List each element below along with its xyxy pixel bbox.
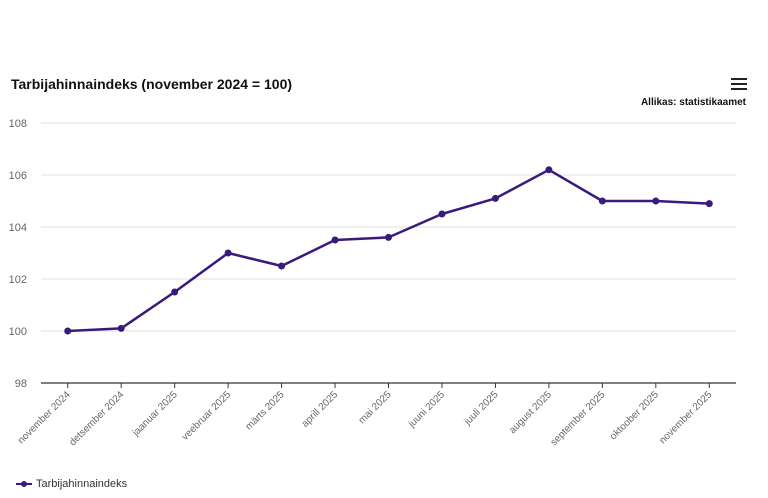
data-point[interactable] [385,233,392,241]
y-tick-label: 98 [15,378,27,390]
y-axis-ticks: 98 100 102 104 106 108 [9,118,27,390]
data-point[interactable] [224,249,232,257]
x-tick-label: aprill 2025 [300,389,341,430]
x-tick-label: märts 2025 [244,389,287,432]
x-tick-label: veebruar 2025 [180,389,234,443]
data-point[interactable] [705,200,713,208]
data-point[interactable] [64,327,72,335]
data-point[interactable] [438,210,446,218]
x-tick-label: november 2024 [16,389,73,446]
legend-label: Tarbijahinnaindeks [36,478,128,490]
data-point[interactable] [545,166,553,174]
y-tick-label: 102 [9,274,27,286]
x-tick-label: juuli 2025 [462,389,501,428]
x-tick-label: mai 2025 [357,389,394,426]
y-tick-label: 108 [9,118,27,130]
x-tick-label: november 2025 [657,389,714,446]
x-tick-label: detsember 2024 [67,389,126,448]
source-credit: Allikas: statistikaamet [640,97,746,108]
x-tick-label: oktoober 2025 [608,389,661,442]
hamburger-menu-icon[interactable] [731,78,747,92]
data-point[interactable] [117,324,125,332]
data-point[interactable] [331,236,339,244]
y-tick-label: 100 [9,326,27,338]
y-tick-label: 106 [9,170,27,182]
data-point[interactable] [491,194,499,202]
gridlines [41,122,736,384]
x-tick-label: juuni 2025 [406,389,447,430]
x-tick-label: september 2025 [549,389,608,448]
data-point[interactable] [278,262,286,270]
x-tick-label: august 2025 [507,389,554,436]
series-line-tarbijahinnaindeks [67,168,710,333]
chart-title: Tarbijahinnaindeks (november 2024 = 100) [11,76,293,92]
data-point[interactable] [652,197,660,205]
legend-line-marker-icon [16,479,32,489]
legend-item-tarbijahinnaindeks[interactable]: Tarbijahinnaindeks [16,478,127,490]
data-point[interactable] [598,197,606,205]
data-point[interactable] [171,288,179,296]
series-points [64,166,713,335]
y-tick-label: 104 [9,222,27,234]
x-tick-label: jaanuar 2025 [130,389,180,439]
